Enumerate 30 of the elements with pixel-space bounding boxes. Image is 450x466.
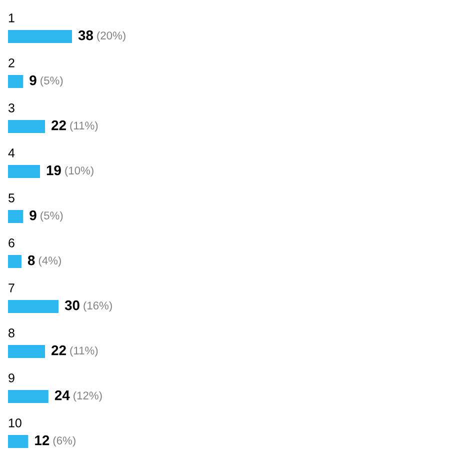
data-label: 24 (12%) (54, 390, 102, 402)
bar (8, 390, 48, 403)
data-label: 22 (11%) (52, 120, 98, 132)
y-tick-label: 1 (8, 14, 14, 22)
y-tick-label: 3 (8, 104, 14, 112)
bar (8, 255, 22, 268)
bar (8, 300, 59, 313)
bar (8, 345, 46, 358)
bar (8, 210, 24, 223)
data-label: 8 (4%) (28, 255, 61, 267)
data-label: 12 (6%) (35, 435, 76, 447)
y-tick-label: 5 (8, 194, 14, 202)
bar (8, 120, 46, 133)
y-tick-label: 10 (8, 418, 22, 428)
data-label: 9 (5%) (30, 210, 63, 222)
data-label: 38 (20%) (78, 30, 126, 42)
bar (8, 435, 28, 448)
bar (8, 165, 40, 178)
data-label: 19 (10%) (46, 165, 94, 177)
y-tick-label: 9 (8, 374, 14, 382)
data-label: 9 (5%) (30, 75, 63, 87)
y-tick-label: 6 (8, 238, 14, 248)
y-tick-label: 4 (8, 148, 15, 158)
data-label: 30 (16%) (64, 300, 112, 312)
bar (8, 75, 24, 88)
y-tick-label: 2 (8, 58, 14, 68)
bar (8, 30, 72, 43)
data-label: 22 (11%) (52, 345, 98, 357)
y-tick-label: 7 (8, 284, 14, 292)
y-tick-label: 8 (8, 328, 14, 338)
